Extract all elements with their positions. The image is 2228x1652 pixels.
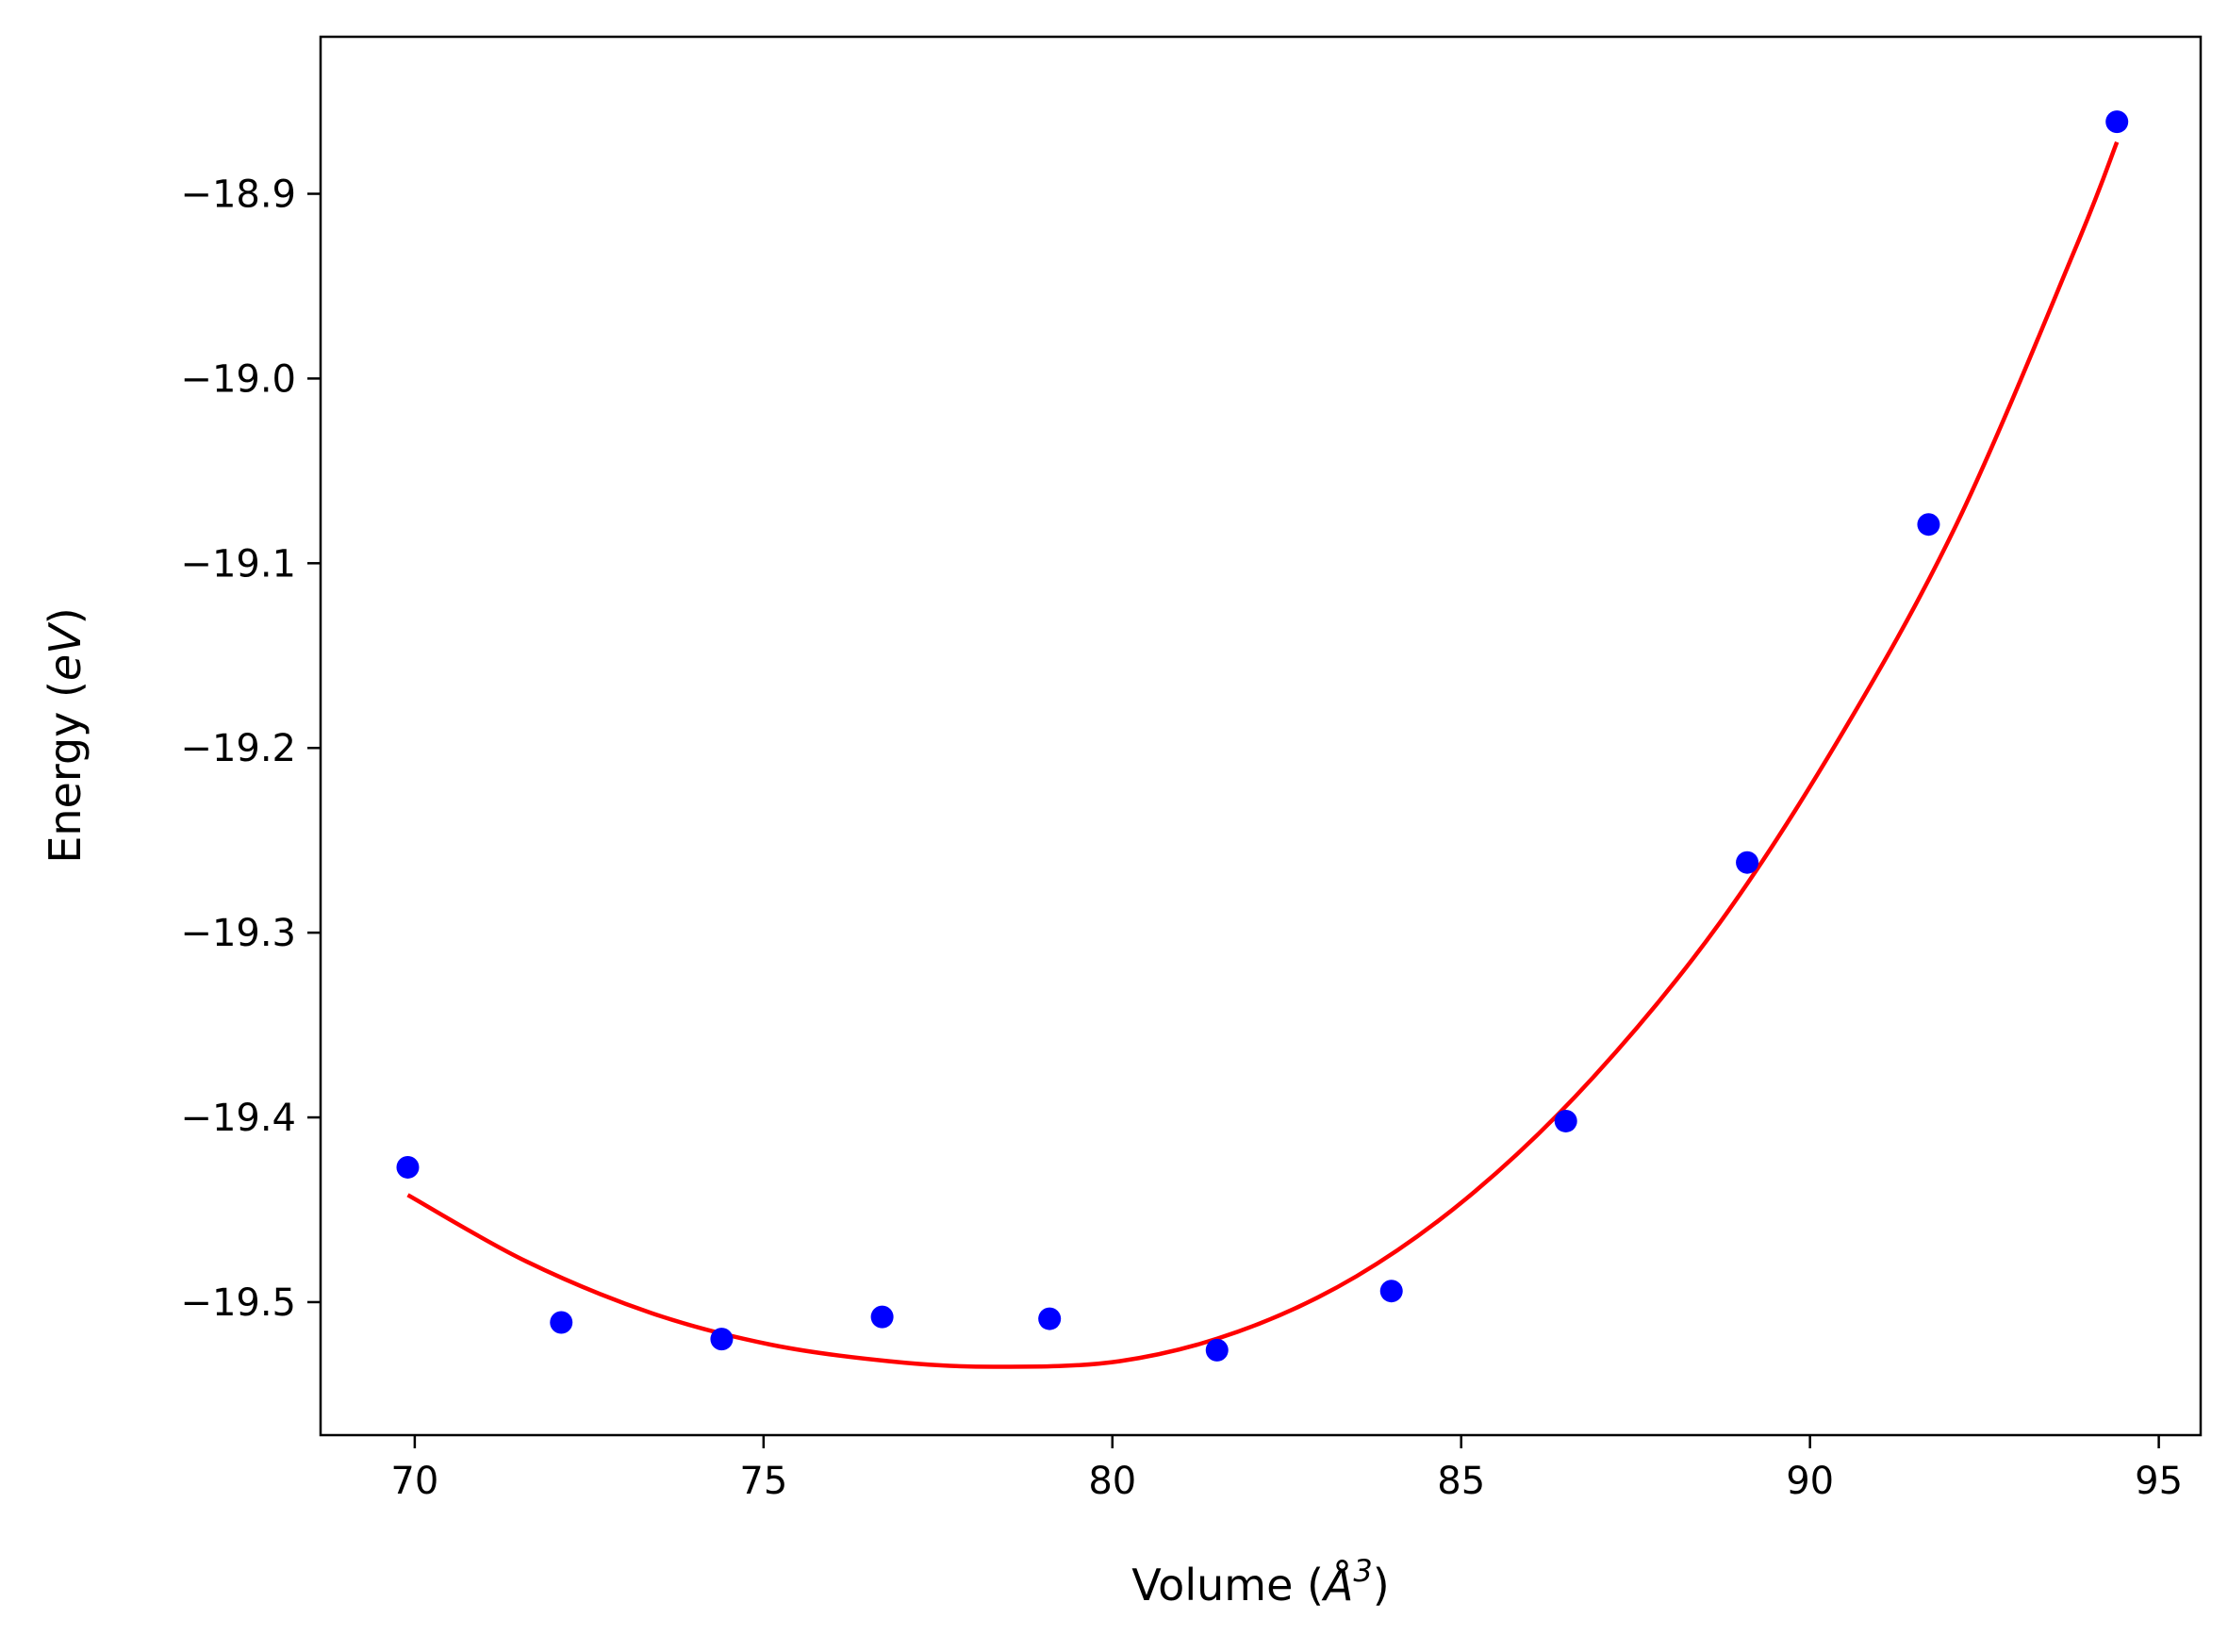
data-point — [550, 1311, 573, 1334]
y-tick-label: −19.3 — [180, 912, 296, 955]
data-point — [1205, 1338, 1229, 1362]
y-tick-label: −18.9 — [180, 173, 296, 217]
y-axis-label: Energy (eV) — [40, 607, 91, 863]
data-point — [1554, 1109, 1577, 1132]
x-axis-label-prefix: Volume ( — [1131, 1560, 1324, 1611]
x-axis-ticks: 70 75 80 85 90 95 — [390, 1435, 2183, 1503]
data-point — [2105, 110, 2129, 134]
y-tick-label: −19.4 — [180, 1097, 296, 1140]
data-points-layer — [396, 110, 2129, 1362]
y-axis-label-symbol: eV — [40, 621, 91, 681]
data-point — [710, 1328, 734, 1351]
y-tick-label: −19.0 — [180, 357, 296, 401]
y-axis-ticks: −18.9 −19.0 −19.1 −19.2 −19.3 −19.4 −19.5 — [180, 173, 321, 1325]
data-point — [1736, 851, 1759, 874]
data-point — [870, 1305, 894, 1329]
x-axis-label: Volume (Å3) — [1131, 1553, 1389, 1611]
plot-area-frame — [319, 35, 2203, 1437]
x-axis-label-suffix: ) — [1373, 1560, 1390, 1611]
x-tick-label: 85 — [1437, 1460, 1485, 1503]
data-point — [1038, 1307, 1062, 1330]
x-tick-label: 70 — [390, 1460, 438, 1503]
x-axis-label-exponent: 3 — [1353, 1553, 1372, 1589]
data-point — [1379, 1280, 1403, 1303]
x-tick-label: 75 — [739, 1460, 787, 1503]
x-axis-label-symbol: Å — [1321, 1560, 1353, 1611]
y-tick-label: −19.1 — [180, 542, 296, 586]
data-point — [1917, 513, 1940, 537]
y-tick-label: −19.5 — [180, 1281, 296, 1325]
x-tick-label: 90 — [1786, 1460, 1834, 1503]
x-tick-label: 80 — [1088, 1460, 1136, 1503]
x-tick-label: 95 — [2135, 1460, 2183, 1503]
y-tick-label: −19.2 — [180, 727, 296, 770]
y-axis-label-suffix: ) — [40, 607, 91, 624]
data-point — [396, 1155, 420, 1179]
y-axis-label-prefix: Energy ( — [40, 681, 91, 864]
